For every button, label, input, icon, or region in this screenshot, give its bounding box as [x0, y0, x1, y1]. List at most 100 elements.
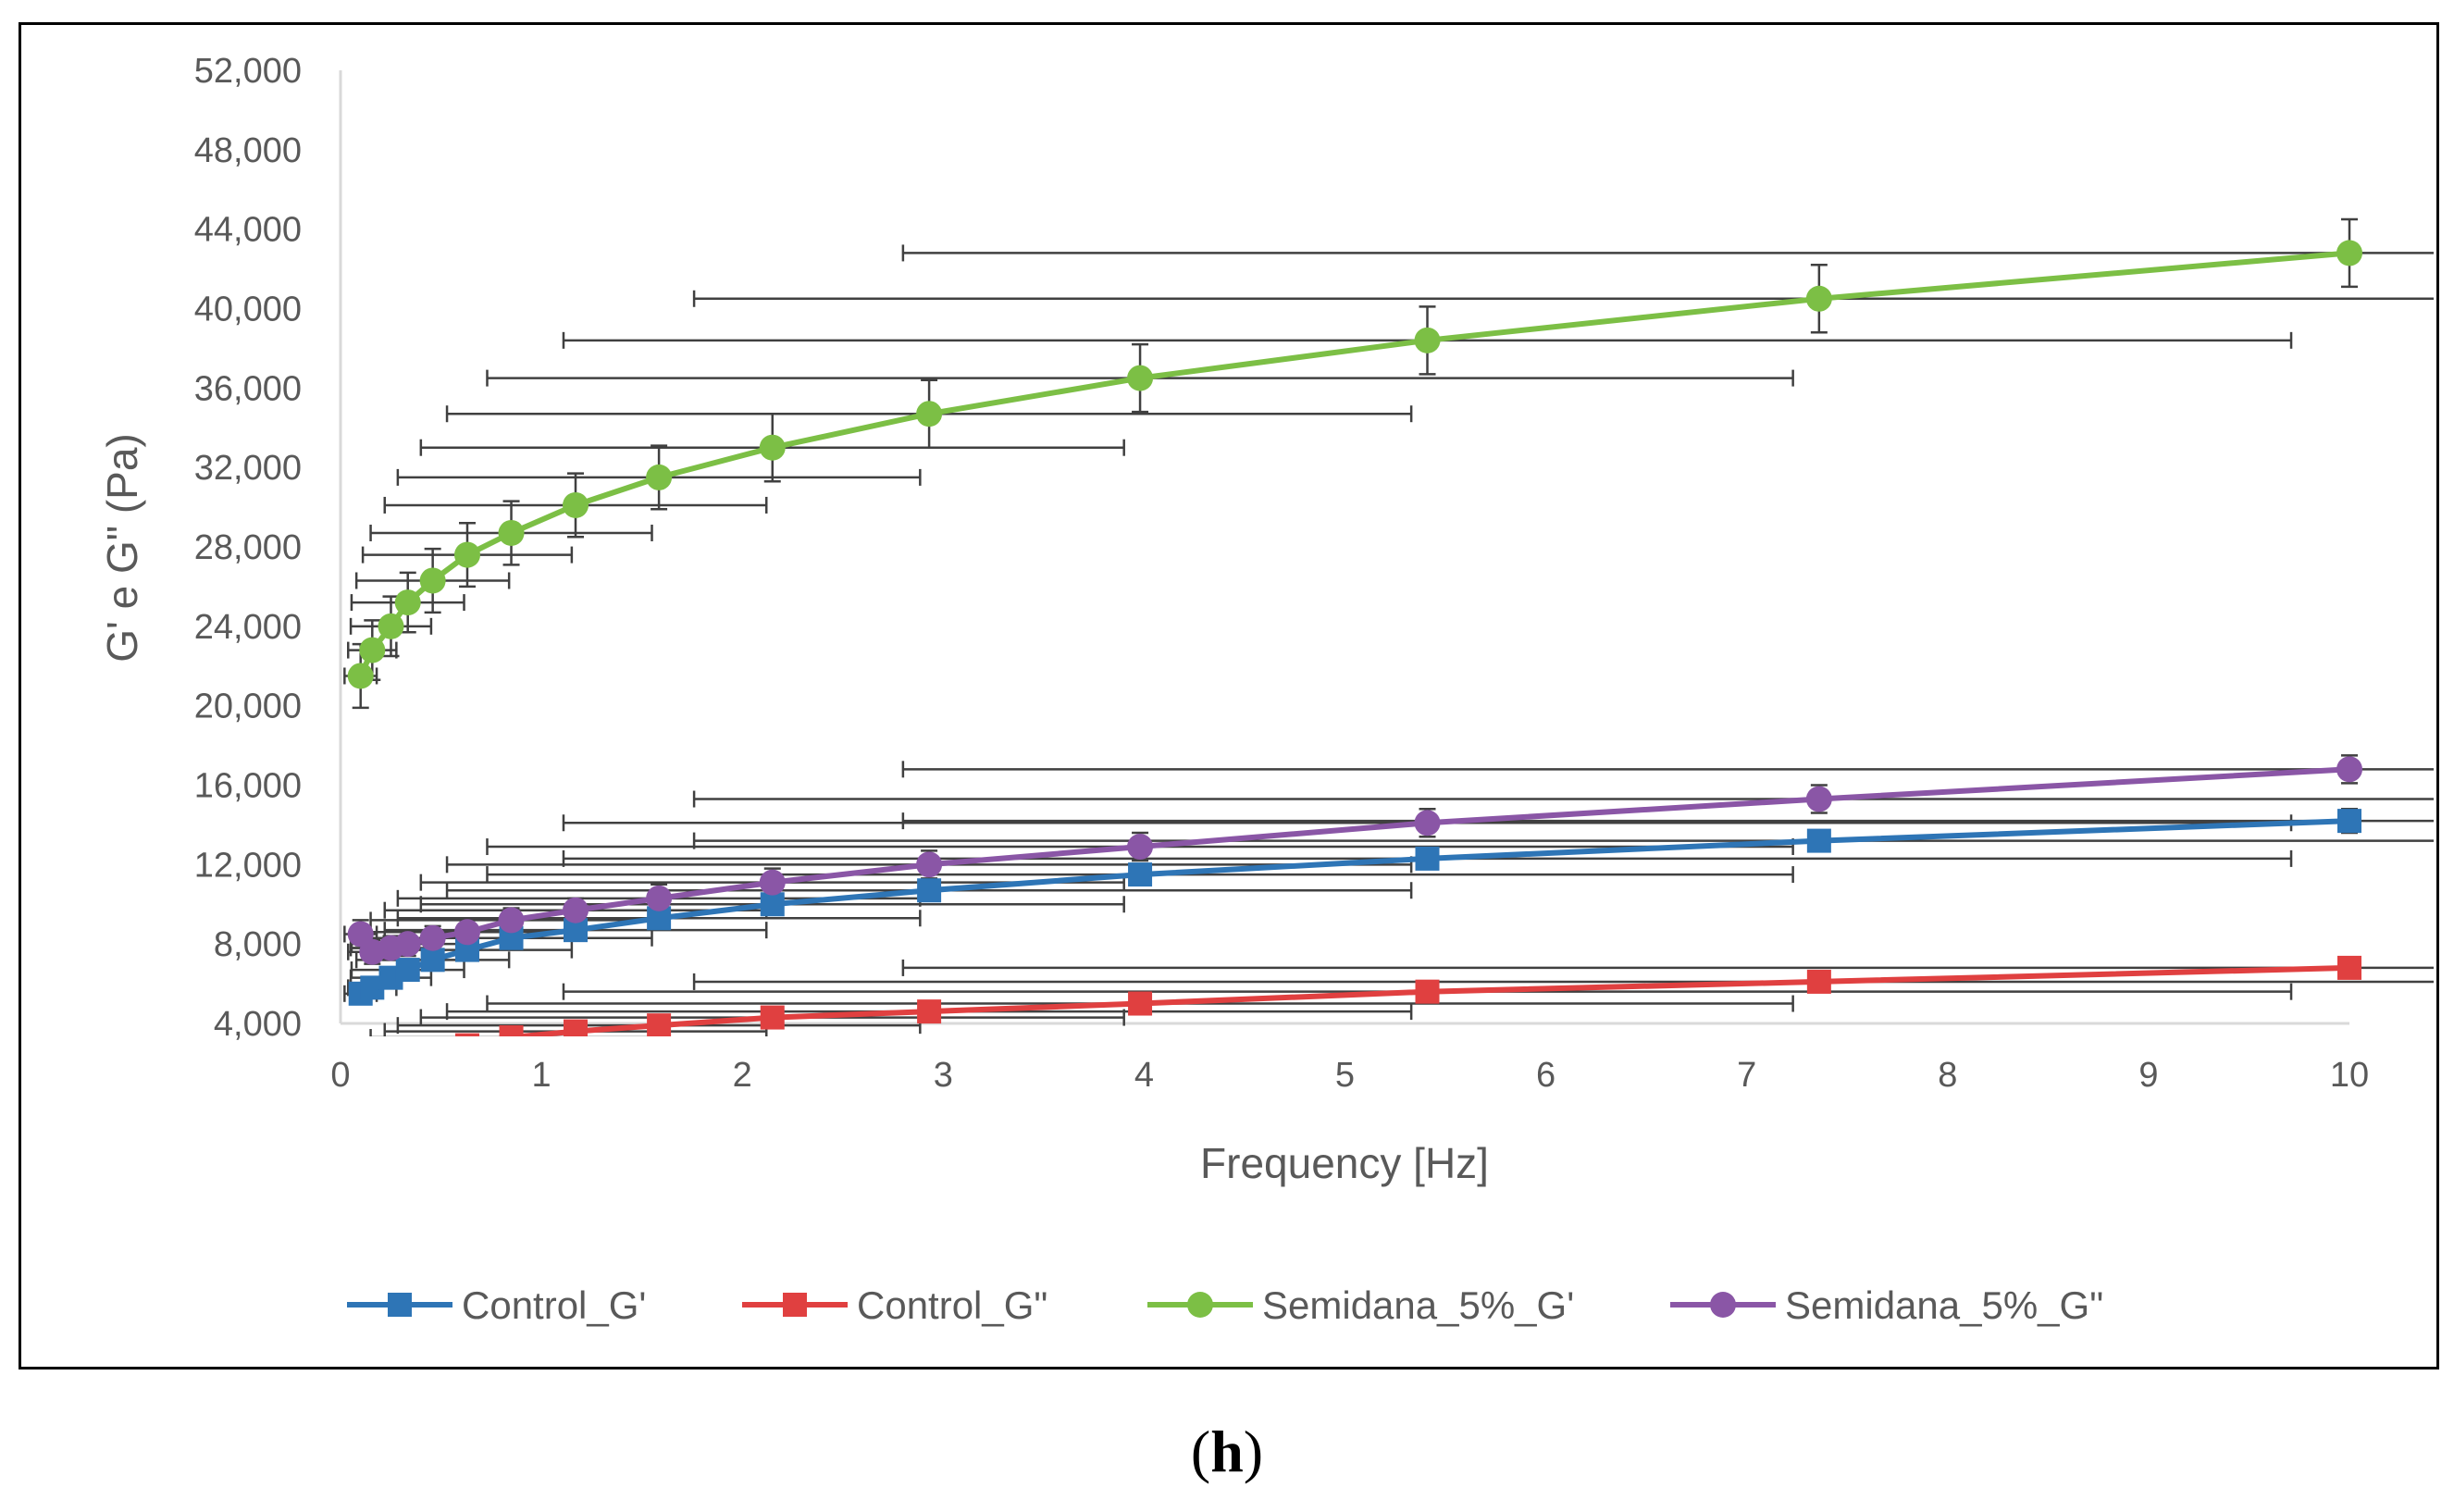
y-tick-label: 36,000	[194, 369, 302, 408]
chart-frame	[19, 22, 2439, 1369]
y-tick-label: 12,000	[194, 846, 302, 885]
legend: Control_G' Control_G" Semidana_5%_G' Semida…	[347, 1283, 2103, 1327]
x-tick-label: 5	[1335, 1056, 1355, 1095]
figure-caption: (h)	[0, 1418, 2454, 1486]
y-tick-label: 16,000	[194, 767, 302, 806]
data-point	[760, 892, 785, 917]
y-tick-label: 4,000	[214, 1005, 302, 1044]
y-tick-label: 28,000	[194, 528, 302, 567]
x-tick-label: 0	[330, 1056, 350, 1095]
data-point	[378, 613, 404, 639]
data-point	[2337, 809, 2361, 834]
x-tick-label: 3	[934, 1056, 953, 1095]
data-point	[2336, 240, 2362, 266]
data-point	[917, 999, 942, 1024]
error-bars	[343, 217, 2434, 710]
data-point	[1128, 862, 1153, 887]
x-tick-label: 2	[733, 1056, 752, 1095]
x-axis-title: Frequency [Hz]	[1200, 1139, 1489, 1187]
data-point	[394, 589, 421, 616]
y-tick-label: 32,000	[194, 449, 302, 488]
data-point	[498, 519, 525, 546]
data-point	[1415, 846, 1440, 871]
data-point	[564, 1019, 589, 1036]
data-point	[360, 1057, 384, 1081]
series-4	[347, 756, 2362, 965]
data-point	[1805, 285, 1832, 312]
data-point	[1414, 327, 1441, 353]
data-point	[1127, 365, 1154, 391]
data-point	[394, 931, 421, 958]
data-point	[759, 869, 786, 896]
legend-marker	[388, 1293, 412, 1317]
data-point	[563, 491, 589, 518]
caption-close: )	[1243, 1419, 1264, 1484]
y-tick-label: 20,000	[194, 688, 302, 726]
x-tick-label: 8	[1938, 1056, 1957, 1095]
legend-marker	[1187, 1292, 1213, 1318]
legend-label: Semidana_5%_G"	[1785, 1283, 2103, 1327]
data-point	[760, 1005, 785, 1030]
series-3	[347, 240, 2362, 689]
data-point	[453, 919, 480, 946]
x-tick-label: 6	[1536, 1056, 1555, 1095]
data-point	[646, 885, 673, 911]
data-point	[2337, 955, 2361, 980]
y-axis-title: G' e G" (Pa)	[98, 433, 146, 663]
data-point	[499, 1025, 524, 1036]
data-point	[359, 637, 386, 663]
legend-item: Control_G'	[347, 1283, 646, 1327]
data-point	[420, 948, 445, 973]
y-tick-label: 40,000	[194, 291, 302, 329]
data-point	[563, 897, 589, 923]
y-tick-label: 24,000	[194, 608, 302, 647]
data-point	[378, 1051, 403, 1075]
y-tick-label: 52,000	[194, 52, 302, 91]
legend-label: Semidana_5%_G'	[1262, 1283, 1574, 1327]
y-tick-label: 8,000	[214, 925, 302, 964]
data-point	[1805, 786, 1832, 812]
data-point	[1414, 810, 1441, 837]
data-point	[916, 851, 943, 878]
legend-item: Semidana_5%_G"	[1670, 1283, 2103, 1327]
x-tick-label: 1	[532, 1056, 552, 1095]
data-point	[646, 464, 673, 490]
data-point	[1806, 969, 1831, 994]
data-point	[759, 434, 786, 461]
data-point	[421, 1039, 445, 1063]
data-point	[395, 958, 420, 983]
data-point	[349, 1061, 373, 1085]
data-point	[916, 401, 943, 428]
caption-letter: h	[1210, 1419, 1244, 1484]
data-point	[2336, 756, 2362, 783]
x-tick-label: 9	[2138, 1056, 2158, 1095]
data-point	[453, 541, 480, 568]
x-tick-label: 10	[2330, 1056, 2369, 1095]
data-point	[647, 1013, 672, 1036]
legend-marker	[1710, 1292, 1736, 1318]
data-point	[396, 1045, 420, 1069]
legend-label: Control_G'	[462, 1283, 646, 1327]
legend-label: Control_G"	[857, 1283, 1047, 1327]
series-1	[348, 809, 2361, 1006]
data-point	[419, 924, 446, 951]
data-point	[1415, 979, 1440, 1004]
y-tick-label: 48,000	[194, 131, 302, 170]
series-2	[349, 955, 2361, 1085]
data-point	[419, 567, 446, 594]
data-point	[1806, 828, 1831, 853]
data-point	[454, 1033, 479, 1036]
legend-item: Semidana_5%_G'	[1147, 1283, 1574, 1327]
x-tick-label: 4	[1134, 1056, 1154, 1095]
data-point	[1128, 991, 1153, 1016]
data-point	[1127, 834, 1154, 861]
data-point	[917, 878, 942, 903]
data-point	[347, 663, 374, 689]
legend-marker	[783, 1293, 807, 1317]
caption-open: (	[1190, 1419, 1211, 1484]
data-point	[498, 907, 525, 934]
y-tick-label: 44,000	[194, 211, 302, 250]
legend-item: Control_G"	[742, 1283, 1047, 1327]
x-tick-label: 7	[1737, 1056, 1756, 1095]
